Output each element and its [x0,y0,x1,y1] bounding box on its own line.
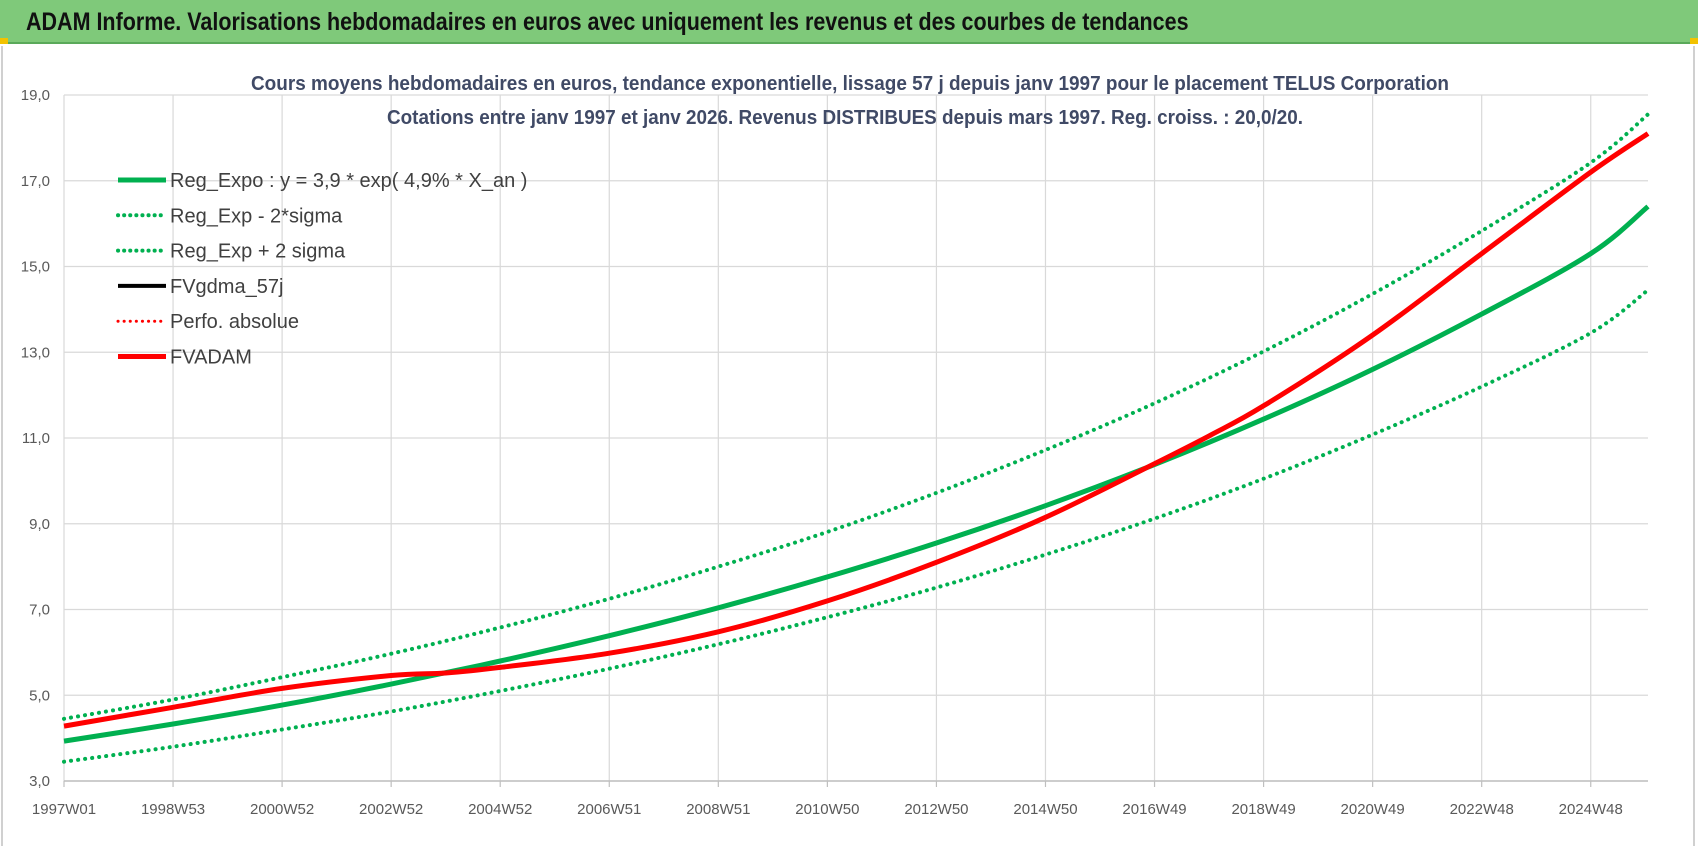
x-tick-label: 2024W48 [1559,801,1623,818]
x-tick-label: 2012W50 [904,801,968,818]
banner-corner-left [0,38,8,44]
x-tick-label: 1998W53 [141,801,205,818]
legend: Reg_Expo : y = 3,9 * exp( 4,9% * X_an ) R… [116,170,527,369]
y-tick-label: 15,0 [21,259,50,276]
y-axis-ticks: 3,0 5,0 7,0 9,0 11,0 13,0 15,0 17,0 19,0 [21,87,50,790]
x-tick-label: 2000W52 [250,801,314,818]
y-tick-label: 5,0 [29,687,50,704]
x-axis-ticks: 1997W01 1998W53 2000W52 2002W52 2004W52 2006W… [32,801,1623,818]
report-banner: ADAM Informe. Valorisations hebdomadaire… [0,0,1698,44]
x-tick-label: 2016W49 [1122,801,1186,818]
legend-label: Reg_Exp + 2 sigma [170,241,346,263]
series-layer [62,112,1650,764]
y-tick-label: 17,0 [21,173,50,190]
x-tick-label: 2014W50 [1013,801,1077,818]
chart-title-line2: Cotations entre janv 1997 et janv 2026. … [387,107,1303,129]
chart-title-line1: Cours moyens hebdomadaires en euros, ten… [251,73,1449,95]
y-tick-label: 9,0 [29,516,50,533]
x-tick-label: 2022W48 [1450,801,1514,818]
series-line-2 [62,288,1650,764]
series-line-4 [63,131,1650,729]
y-tick-label: 11,0 [22,430,50,447]
y-tick-label: 19,0 [21,87,50,104]
x-tick-label: 2006W51 [577,801,641,818]
y-tick-label: 3,0 [29,773,50,790]
y-tick-label: 13,0 [21,344,50,361]
x-tick-label: 2010W50 [795,801,859,818]
x-tick-label: 2002W52 [359,801,423,818]
report-title: ADAM Informe. Valorisations hebdomadaire… [26,8,1189,36]
legend-label: Reg_Expo : y = 3,9 * exp( 4,9% * X_an ) [170,170,527,192]
banner-corner-right [1690,38,1698,44]
x-tick-label: 2008W51 [686,801,750,818]
chart-frame [1,46,1695,846]
y-tick-label: 7,0 [29,602,50,619]
x-tick-label: 2020W49 [1341,801,1405,818]
series-line-1 [63,204,1650,744]
x-tick-label: 2018W49 [1231,801,1295,818]
legend-label: Reg_Exp - 2*sigma [170,205,343,227]
legend-label: Perfo. absolue [170,311,299,333]
x-tick-label: 2004W52 [468,801,532,818]
x-tick-label: 1997W01 [32,801,96,818]
legend-label: FVgdma_57j [170,276,283,298]
legend-label: FVADAM [170,347,252,369]
